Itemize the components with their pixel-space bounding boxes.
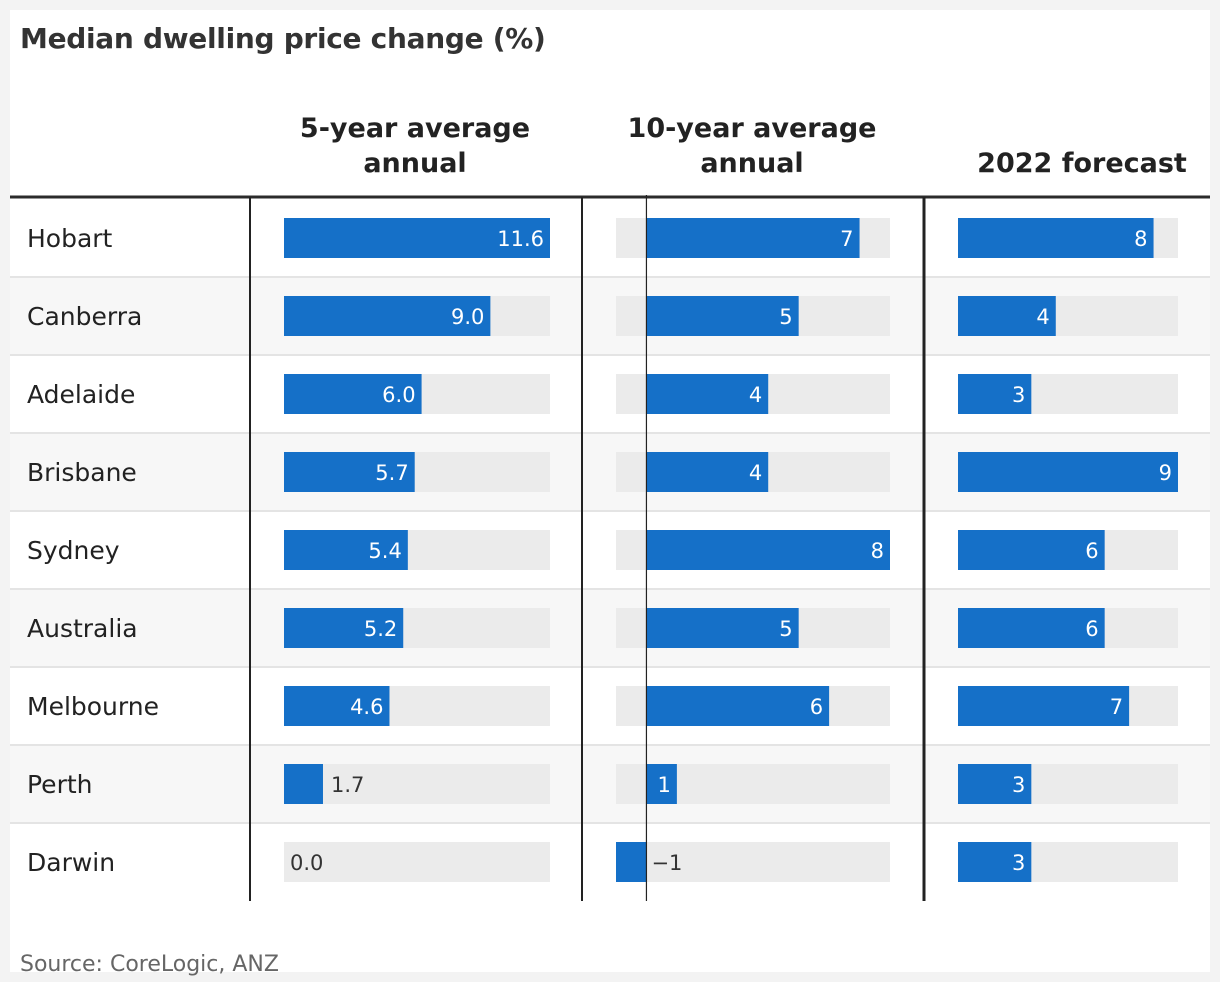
value-label: 9 [1159, 461, 1172, 485]
bar-melbourne-col3 [958, 686, 1130, 726]
bar-canberra-col3 [958, 296, 1056, 336]
bar-perth-col1 [284, 764, 323, 804]
value-label: 1 [658, 773, 671, 797]
chart-table: 5-year average annual 10-year average annua… [10, 113, 1210, 901]
row-label-hobart: Hobart [27, 224, 113, 253]
row-label-brisbane: Brisbane [27, 458, 137, 487]
value-label: 3 [1012, 851, 1025, 875]
bar-melbourne-col2 [646, 686, 830, 726]
row-label-canberra: Canberra [27, 302, 142, 331]
column-header-3-line-1: 2022 forecast [977, 148, 1187, 179]
value-label: 6.0 [382, 383, 415, 407]
value-label: 1.7 [331, 773, 364, 797]
column-header-1-line-2: annual [363, 148, 466, 179]
bar-track [616, 842, 890, 882]
bar-brisbane-col3 [958, 452, 1178, 492]
row-label-adelaide: Adelaide [27, 380, 135, 409]
bar-sydney-col3 [958, 530, 1105, 570]
value-label: 3 [1012, 383, 1025, 407]
column-header-1-line-1: 5-year average [300, 113, 530, 144]
value-label: 7 [840, 227, 853, 251]
row-label-australia: Australia [27, 614, 138, 643]
value-label: 8 [1134, 227, 1147, 251]
value-label: 11.6 [497, 227, 544, 251]
bar-track [284, 842, 550, 882]
column-header-2-line-2: annual [700, 148, 803, 179]
value-label: 9.0 [451, 305, 484, 329]
value-label: 5 [779, 305, 792, 329]
source-note: Source: CoreLogic, ANZ [20, 952, 279, 977]
bar-australia-col2 [646, 608, 799, 648]
value-label: 7 [1110, 695, 1123, 719]
column-header-2-line-1: 10-year average [628, 113, 877, 144]
bar-sydney-col2 [646, 530, 890, 570]
bar-brisbane-col2 [646, 452, 769, 492]
bar-sydney-col1 [284, 530, 408, 570]
value-label: 5.2 [364, 617, 397, 641]
row-label-sydney: Sydney [27, 536, 120, 565]
bar-canberra-col1 [284, 296, 491, 336]
value-label: 4 [749, 383, 762, 407]
value-label: 5 [779, 617, 792, 641]
value-label: 5.4 [368, 539, 401, 563]
value-label: 8 [871, 539, 884, 563]
value-label: −1 [651, 851, 682, 875]
bar-adelaide-col3 [958, 374, 1032, 414]
row-label-perth: Perth [27, 770, 93, 799]
value-label: 4 [749, 461, 762, 485]
row-label-darwin: Darwin [27, 848, 115, 877]
value-label: 6 [1085, 617, 1098, 641]
bar-brisbane-col1 [284, 452, 415, 492]
bar-australia-col3 [958, 608, 1105, 648]
chart-title: Median dwelling price change (%) [20, 22, 546, 55]
value-label: 4.6 [350, 695, 383, 719]
value-label: 3 [1012, 773, 1025, 797]
bar-canberra-col2 [646, 296, 799, 336]
chart-card: Median dwelling price change (%) 5-year … [10, 10, 1210, 977]
bar-adelaide-col2 [646, 374, 769, 414]
bar-hobart-col1 [284, 218, 550, 258]
bar-track [284, 764, 550, 804]
bar-hobart-col2 [646, 218, 860, 258]
bar-australia-col1 [284, 608, 404, 648]
bar-perth-col2 [646, 764, 677, 804]
value-label: 5.7 [375, 461, 408, 485]
value-label: 6 [810, 695, 823, 719]
bar-darwin-col3 [958, 842, 1032, 882]
value-label: 6 [1085, 539, 1098, 563]
bar-perth-col3 [958, 764, 1032, 804]
bar-melbourne-col1 [284, 686, 390, 726]
value-label: 4 [1036, 305, 1049, 329]
value-label: 0.0 [290, 851, 323, 875]
row-label-melbourne: Melbourne [27, 692, 159, 721]
bar-darwin-col2 [616, 842, 647, 882]
bar-adelaide-col1 [284, 374, 422, 414]
bar-hobart-col3 [958, 218, 1154, 258]
